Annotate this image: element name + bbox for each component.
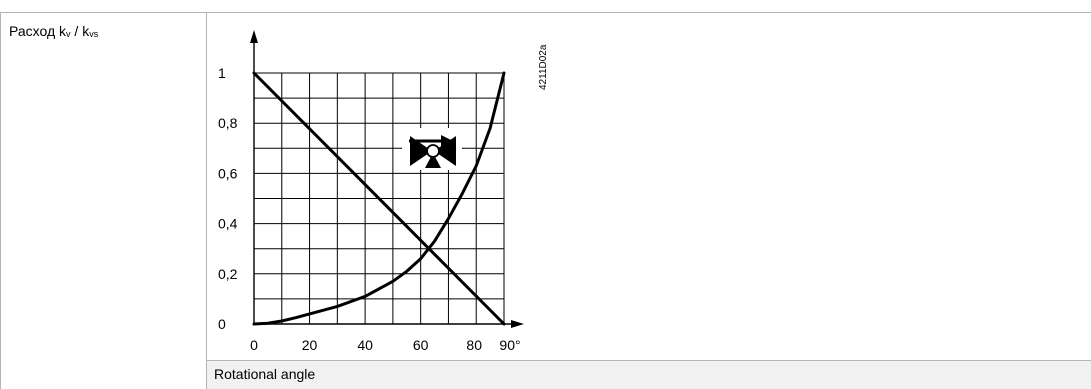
y-tick-labels: 0 0,2 0,4 0,6 0,8 1 xyxy=(218,65,238,332)
x-tick-label: 80 xyxy=(466,337,482,353)
y-tick-label: 0,8 xyxy=(218,115,238,131)
table-footer-border xyxy=(207,360,1091,361)
y-axis-arrow xyxy=(250,30,258,43)
footer-cell: Rotational angle xyxy=(207,361,1091,389)
y-tick-label: 0 xyxy=(218,316,226,332)
x-axis-arrow xyxy=(511,320,524,328)
x-tick-label: 0 xyxy=(250,337,258,353)
valve-flow-direction-icon xyxy=(402,128,462,170)
y-tick-label: 1 xyxy=(218,65,226,81)
x-tick-labels: 0 20 40 60 80 90° xyxy=(250,337,520,353)
x-tick-label: 60 xyxy=(413,337,429,353)
figure-id: 4211D02a xyxy=(538,44,549,90)
chart-series xyxy=(252,71,506,326)
series-line-linear xyxy=(252,71,506,326)
y-tick-label: 0,6 xyxy=(218,165,238,181)
table-column-divider xyxy=(206,12,207,389)
chart-axes xyxy=(250,30,524,328)
footer-label: Rotational angle xyxy=(214,366,316,382)
series-line-equal-percentage xyxy=(252,71,506,326)
row-label: Расход kv / kvs xyxy=(9,23,99,39)
chart-grid xyxy=(254,72,505,324)
x-tick-label: 20 xyxy=(302,337,318,353)
x-tick-label: 90° xyxy=(499,337,520,353)
table-top-border xyxy=(0,12,1091,13)
y-tick-label: 0,4 xyxy=(218,216,238,232)
x-tick-label: 40 xyxy=(357,337,373,353)
table-left-border xyxy=(0,12,1,389)
y-tick-label: 0,2 xyxy=(218,266,238,282)
